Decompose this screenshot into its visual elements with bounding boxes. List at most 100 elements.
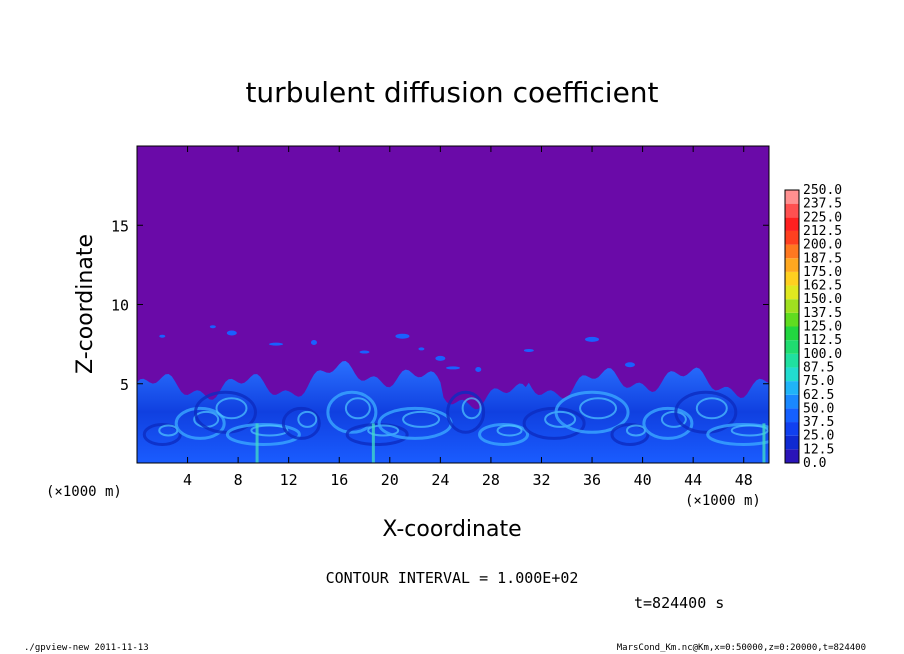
- colorbar-frame: [784, 189, 800, 464]
- eddy-core: [660, 410, 687, 428]
- eddy-core: [344, 397, 371, 420]
- colorbar: 0.012.525.037.550.062.575.087.5100.0112.…: [784, 183, 842, 471]
- colorbar-swatch: [785, 217, 799, 231]
- colorbar-swatch: [785, 258, 799, 272]
- plume-blob: [395, 333, 410, 339]
- x-tick-label: 48: [735, 471, 753, 489]
- colorbar-label: 250.0: [803, 183, 842, 198]
- colorbar-swatch: [785, 244, 799, 259]
- colorbar-swatch: [785, 394, 799, 409]
- plot-area: [137, 146, 769, 463]
- colorbar-label: 137.5: [803, 306, 842, 321]
- x-tick-label: 28: [482, 471, 500, 489]
- plume-blob: [226, 330, 237, 336]
- colorbar-swatch: [785, 381, 799, 395]
- colorbar-swatch: [785, 408, 799, 423]
- colorbar-label: 200.0: [803, 238, 842, 253]
- x-axis-ticks: 4 8 12 16 20 24 28 32 36 40 44 48: [183, 146, 753, 489]
- plume-blob: [446, 366, 460, 370]
- plume: [255, 423, 259, 463]
- eddy: [193, 390, 257, 434]
- eddy: [610, 422, 650, 446]
- colorbar-label: 75.0: [803, 374, 834, 389]
- plume-blob: [310, 340, 317, 346]
- eddy: [326, 390, 378, 434]
- eddy: [674, 390, 738, 434]
- eddy: [642, 406, 694, 440]
- colorbar-label: 175.0: [803, 265, 842, 280]
- eddy: [522, 406, 586, 440]
- eddy: [281, 406, 321, 440]
- plume: [762, 423, 766, 463]
- eddy-core: [579, 397, 618, 420]
- eddy-core: [367, 424, 400, 437]
- colorbar-label: 112.5: [803, 333, 842, 348]
- eddy-core: [250, 424, 289, 437]
- y-tick-label: 5: [120, 376, 129, 394]
- colorbar-label: 125.0: [803, 320, 842, 335]
- y-axis-ticks: 5 10 15: [111, 217, 769, 394]
- eddy: [446, 390, 486, 434]
- x-tick-label: 36: [583, 471, 601, 489]
- y-tick-label: 10: [111, 297, 129, 315]
- colorbar-label: 87.5: [803, 360, 834, 375]
- eddy-core: [544, 410, 577, 428]
- colorbar-label: 100.0: [803, 347, 842, 362]
- y-axis-label: Z-coordinate: [73, 234, 98, 374]
- x-tick-label: 40: [634, 471, 652, 489]
- eddy: [225, 422, 301, 446]
- colorbar-swatch: [785, 435, 799, 450]
- eddy: [142, 422, 182, 446]
- plume-blob: [624, 362, 635, 368]
- footer-right: MarsCond_Km.nc@Km,x=0:50000,z=0:20000,t=…: [617, 643, 866, 653]
- colorbar-swatch: [785, 230, 799, 245]
- x-axis-label: X-coordinate: [382, 517, 521, 542]
- eddy: [478, 422, 530, 446]
- plume: [371, 423, 375, 463]
- colorbar-label: 0.0: [803, 456, 826, 471]
- detached-plumes: [159, 325, 635, 372]
- colorbar-label: 50.0: [803, 401, 834, 416]
- plume-blob: [435, 355, 446, 361]
- colorbar-swatch: [785, 449, 799, 463]
- x-tick-label: 24: [431, 471, 449, 489]
- colorbar-swatch: [785, 367, 799, 382]
- eddy: [706, 422, 769, 446]
- x-tick-label: 8: [234, 471, 243, 489]
- colorbar-swatch: [785, 353, 799, 368]
- eddy-core: [297, 410, 318, 428]
- colorbar-swatch: [785, 326, 799, 341]
- colorbar-swatch: [785, 271, 799, 286]
- colorbar-label: 150.0: [803, 292, 842, 307]
- colorbar-label: 25.0: [803, 429, 834, 444]
- footer-left: ./gpview-new 2011-11-13: [24, 643, 149, 653]
- colorbar-label: 162.5: [803, 279, 842, 294]
- x-tick-label: 44: [684, 471, 702, 489]
- plume-blob: [523, 348, 534, 352]
- colorbar-label: 37.5: [803, 415, 834, 430]
- time-label: t=824400 s: [634, 594, 724, 612]
- x-tick-label: 12: [280, 471, 298, 489]
- eddy-core: [215, 397, 248, 420]
- colorbar-swatch: [785, 422, 799, 436]
- plume-blob: [585, 336, 600, 342]
- eddy: [174, 406, 226, 440]
- colorbar-label: 237.5: [803, 197, 842, 212]
- colorbar-swatch: [785, 312, 799, 327]
- x-tick-label: 4: [183, 471, 192, 489]
- plume-blob: [159, 334, 166, 338]
- plume-blob: [359, 350, 370, 354]
- colorbar-label: 225.0: [803, 210, 842, 225]
- plume-blob: [269, 342, 284, 346]
- contour-interval: CONTOUR INTERVAL = 1.000E+02: [326, 569, 579, 587]
- colorbar-swatch: [785, 203, 799, 218]
- eddy-core: [730, 424, 769, 437]
- eddy: [554, 390, 630, 434]
- x-tick-label: 32: [532, 471, 550, 489]
- x-tick-label: 20: [381, 471, 399, 489]
- colorbar-label: 187.5: [803, 251, 842, 266]
- y-axis-unit: (×1000 m): [46, 484, 122, 500]
- eddy-core: [496, 424, 523, 437]
- x-axis-unit: (×1000 m): [685, 493, 761, 509]
